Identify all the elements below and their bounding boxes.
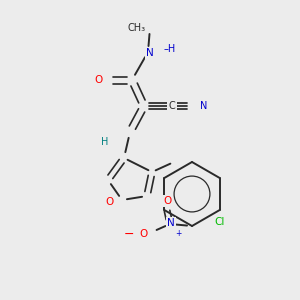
- Text: +: +: [175, 230, 181, 238]
- Text: O: O: [106, 197, 114, 207]
- Text: N: N: [146, 48, 154, 58]
- Text: O: O: [140, 229, 148, 239]
- Text: C: C: [169, 101, 176, 111]
- Text: O: O: [164, 196, 172, 206]
- Text: Cl: Cl: [214, 217, 225, 227]
- Text: N: N: [200, 101, 207, 111]
- Text: O: O: [95, 75, 103, 85]
- Text: −: −: [124, 227, 134, 241]
- Text: H: H: [100, 137, 108, 147]
- Text: N: N: [167, 218, 175, 228]
- Text: CH₃: CH₃: [128, 23, 146, 33]
- Text: –H: –H: [164, 44, 176, 54]
